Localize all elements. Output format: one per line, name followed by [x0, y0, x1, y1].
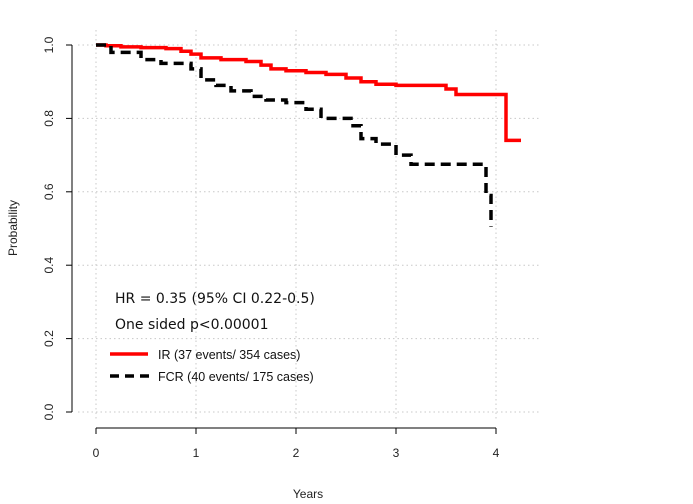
grid [78, 30, 540, 420]
x-axis-ticks: 0 1 2 3 4 [93, 428, 500, 460]
x-tick-label-0: 0 [93, 446, 100, 460]
p-value-annotation: One sided p<0.00001 [115, 317, 269, 333]
x-tick-label-2: 2 [293, 446, 300, 460]
y-tick-label-2: 0.4 [42, 257, 56, 274]
legend-label-ir: IR (37 events/ 354 cases) [158, 348, 300, 362]
y-axis-title: Probability [6, 200, 20, 256]
legend: IR (37 events/ 354 cases) FCR (40 events… [110, 348, 314, 384]
y-tick-label-4: 0.8 [42, 110, 56, 127]
hazard-ratio-annotation: HR = 0.35 (95% CI 0.22-0.5) [115, 291, 315, 307]
series-group [96, 43, 521, 227]
y-tick-label-0: 0.0 [42, 403, 56, 420]
x-axis-title: Years [293, 487, 323, 501]
y-axis-ticks: 0.0 0.2 0.4 0.6 0.8 1.0 [42, 36, 72, 420]
x-tick-label-4: 4 [493, 446, 500, 460]
x-tick-label-1: 1 [193, 446, 200, 460]
series-line-fcr [96, 43, 493, 227]
series-line-ir [96, 43, 521, 143]
y-tick-label-1: 0.2 [42, 330, 56, 347]
y-tick-label-5: 1.0 [42, 36, 56, 53]
legend-label-fcr: FCR (40 events/ 175 cases) [158, 370, 314, 384]
y-tick-label-3: 0.6 [42, 183, 56, 200]
x-tick-label-3: 3 [393, 446, 400, 460]
